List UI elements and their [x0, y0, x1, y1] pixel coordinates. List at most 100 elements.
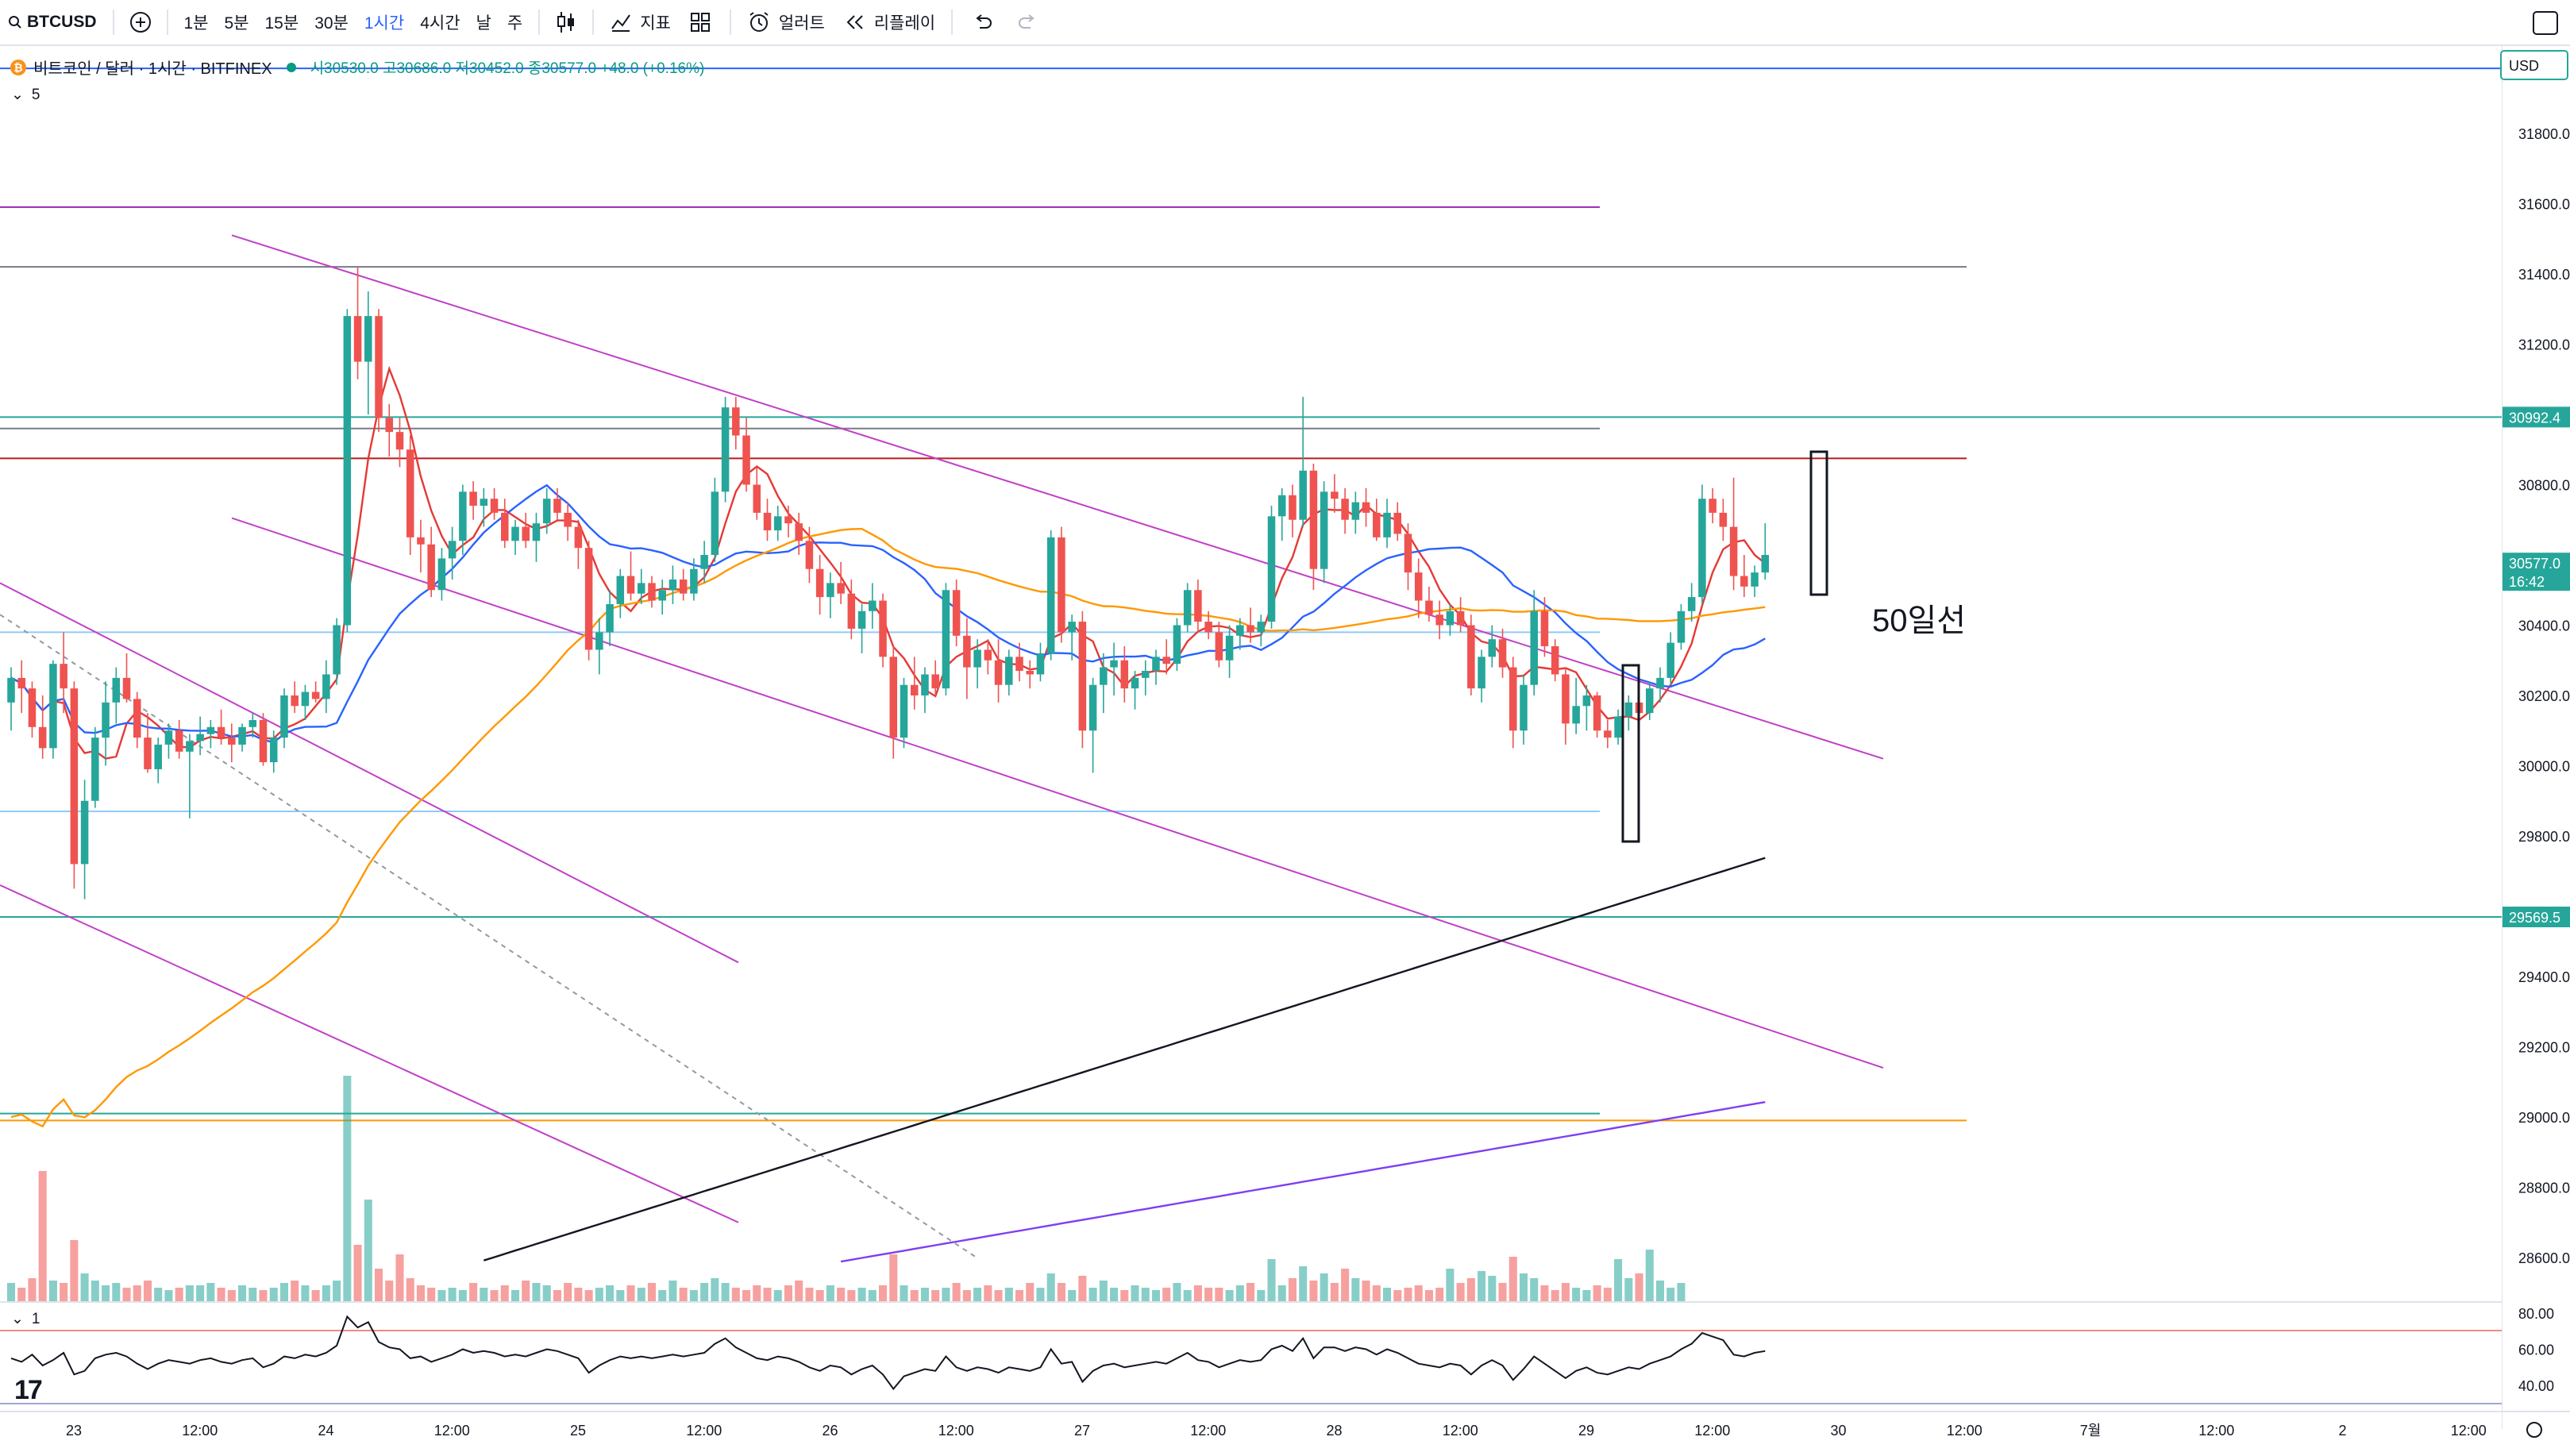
oscillator-line [10, 1315, 1766, 1391]
interval-4h[interactable]: 4시간 [420, 14, 460, 33]
time-tick-label: 12:00 [182, 1423, 218, 1439]
candle-body [658, 590, 666, 601]
price-tick-label: 30800.0 [2518, 478, 2570, 494]
indicator-count: 1 [31, 1310, 40, 1327]
replay-button[interactable]: 리플레이 [873, 14, 936, 33]
interval-1m[interactable]: 1분 [183, 14, 209, 33]
volume-bars [6, 1076, 1686, 1302]
time-axis: 23 12:00 24 12:00 25 12:00 26 12:00 27 12:00 28 12:… [0, 1411, 2570, 1439]
candle-body [900, 684, 908, 738]
candle-body [1015, 657, 1023, 672]
volume-bar [700, 1283, 709, 1302]
interval-day[interactable]: 날 [476, 14, 491, 33]
volume-bar [1288, 1278, 1297, 1302]
candle-body [1488, 639, 1497, 657]
volume-bar [364, 1200, 372, 1302]
candle-body [1719, 512, 1728, 527]
candle-body [1320, 491, 1328, 569]
volume-bar [1299, 1266, 1308, 1302]
volume-bar [238, 1285, 247, 1302]
volume-bar [721, 1283, 730, 1302]
fullscreen-icon[interactable] [2532, 10, 2559, 36]
indicator-legend[interactable]: ⌄ 1 [11, 1310, 40, 1328]
search-icon[interactable] [8, 15, 22, 29]
add-symbol-icon[interactable] [129, 10, 152, 34]
undo-icon[interactable] [972, 13, 994, 31]
volume-bar [102, 1285, 110, 1302]
alert-button[interactable]: 얼러트 [778, 14, 825, 33]
price-badge [2503, 553, 2570, 591]
volume-bar [1508, 1257, 1517, 1302]
candle-body [1277, 495, 1286, 517]
volume-bar [1404, 1288, 1412, 1302]
candle-style-icon[interactable] [556, 10, 576, 34]
volume-bar [669, 1281, 677, 1302]
candle-body [1698, 499, 1706, 598]
volume-bar [826, 1285, 834, 1302]
candle-body [889, 657, 898, 738]
candle-body [196, 734, 204, 741]
volume-bar [38, 1171, 47, 1302]
interval-15m[interactable]: 15분 [264, 14, 299, 33]
interval-30m[interactable]: 30분 [314, 14, 349, 33]
chevron-down-icon[interactable]: ⌄ [11, 1311, 24, 1327]
svg-text:₿: ₿ [13, 61, 22, 74]
candle-body [984, 649, 992, 661]
volume-bar [626, 1285, 635, 1302]
candle-body [857, 611, 866, 629]
volume-bar [291, 1281, 299, 1302]
candle-body [385, 418, 394, 433]
volume-bar [1173, 1283, 1181, 1302]
candle-body [1645, 688, 1654, 714]
volume-bar [1193, 1285, 1202, 1302]
volume-bar [427, 1288, 436, 1302]
candle-body [1572, 706, 1580, 724]
rewind-icon[interactable] [844, 13, 866, 31]
highlight-box [1621, 664, 1640, 843]
templates-icon[interactable] [690, 12, 711, 33]
interval-week[interactable]: 주 [507, 14, 523, 33]
interval-1h[interactable]: 1시간 [364, 14, 405, 33]
candle-body [805, 541, 814, 569]
indicators-button[interactable]: 지표 [640, 14, 671, 33]
candle-body [448, 541, 457, 559]
volume-bar [647, 1283, 657, 1302]
alarm-clock-icon[interactable] [747, 10, 771, 34]
candle-body [616, 576, 625, 604]
volume-bar [984, 1285, 992, 1302]
indicators-icon[interactable] [610, 11, 632, 33]
candle-body [1540, 611, 1549, 647]
interval-5m[interactable]: 5분 [224, 14, 249, 33]
price-chart[interactable]: 50일선 31800.0 31600.0 31400.0 31200.0 30800.0… [0, 46, 2570, 1452]
volume-bar [206, 1283, 215, 1302]
volume-bar [1267, 1259, 1276, 1302]
chevron-down-icon[interactable]: ⌄ [11, 87, 24, 103]
symbol-label[interactable]: BTCUSD [27, 13, 97, 31]
price-badge-label: 30992.4 [2509, 410, 2560, 426]
candle-body [122, 677, 131, 699]
candle-body [501, 512, 509, 541]
redo-icon[interactable] [1016, 13, 1038, 31]
volume-bar [1488, 1276, 1497, 1302]
candle-body [1026, 671, 1034, 675]
chart-area[interactable]: 50일선 31800.0 31600.0 31400.0 31200.0 30800.0… [0, 46, 2570, 1452]
candle-body [1614, 716, 1622, 738]
volume-bar [490, 1290, 499, 1302]
candle-body [795, 523, 803, 541]
candle-body [721, 407, 730, 492]
volume-bar [1068, 1290, 1077, 1302]
candle-body [322, 674, 330, 699]
candle-body [742, 435, 750, 485]
candle-body [70, 688, 79, 865]
volume-bar [1677, 1283, 1686, 1302]
candle-body [417, 537, 425, 545]
volume-bar [1162, 1288, 1171, 1302]
top-toolbar: BTCUSD 1분 5분 15분 30분 1시간 4시간 날 주 지표 얼러트 [0, 0, 2570, 46]
highlight-box [1809, 450, 1828, 596]
volume-bar [1466, 1278, 1475, 1302]
price-tick-label: 30000.0 [2518, 759, 2570, 775]
candle-body [1582, 695, 1591, 707]
volume-bar [1393, 1290, 1402, 1302]
candle-body [459, 491, 467, 541]
ma-legend[interactable]: ⌄ 5 [11, 86, 40, 104]
